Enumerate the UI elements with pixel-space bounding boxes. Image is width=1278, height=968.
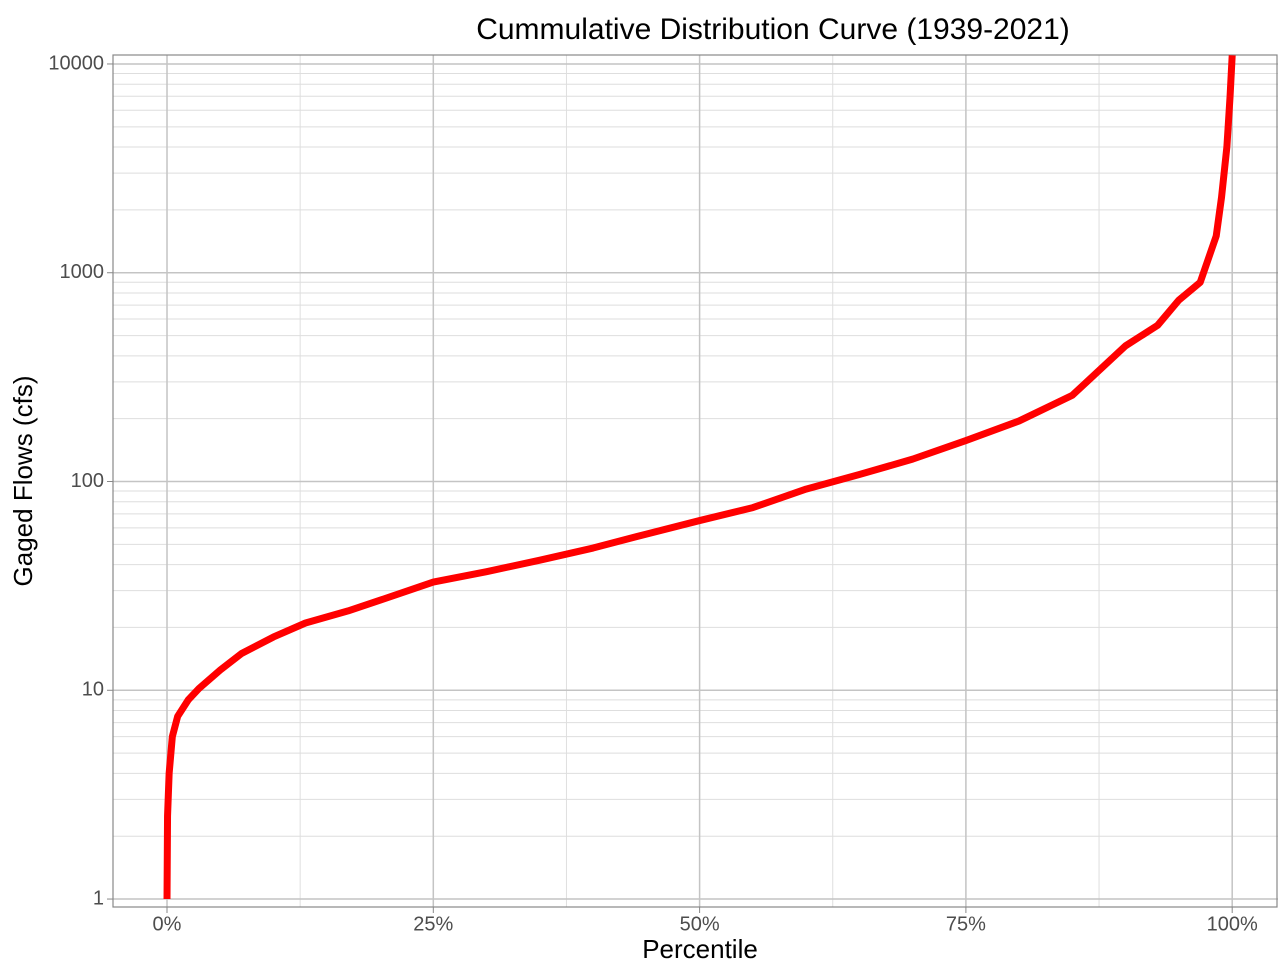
y-tick-label: 1	[93, 887, 104, 909]
x-tick-label: 0%	[153, 913, 182, 935]
panel-border	[112, 54, 1278, 908]
y-tick-label: 10	[82, 679, 104, 701]
x-axis-label: Percentile	[642, 934, 758, 963]
y-tick-label: 10000	[48, 52, 104, 74]
x-tick-label: 50%	[680, 913, 720, 935]
chart-title: Cummulative Distribution Curve (1939-202…	[476, 13, 1070, 46]
x-tick-label: 75%	[946, 913, 986, 935]
y-tick-label: 1000	[60, 261, 105, 283]
y-axis-label: Gaged Flows (cfs)	[8, 376, 38, 587]
x-tick-label: 25%	[413, 913, 453, 935]
x-tick-label: 100%	[1207, 913, 1258, 935]
data-line	[163, 55, 1236, 900]
y-tick-label: 100	[71, 470, 104, 492]
